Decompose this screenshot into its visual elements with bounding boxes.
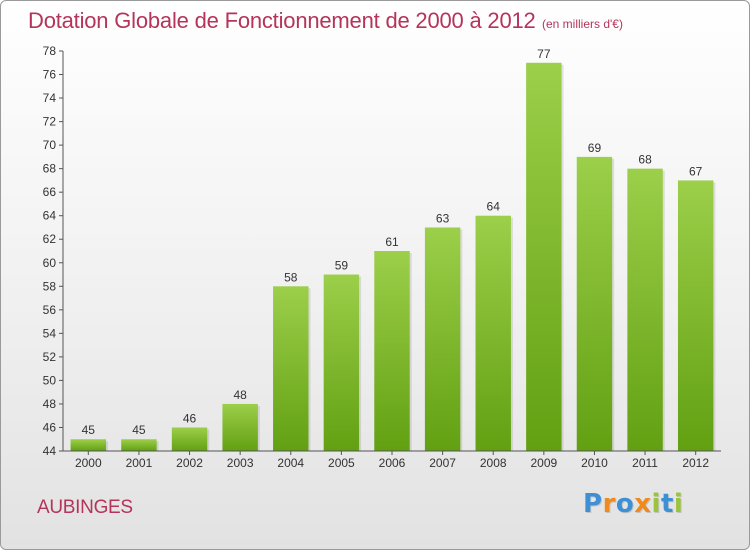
y-tick-label: 72 bbox=[43, 115, 57, 129]
value-label-2004: 58 bbox=[284, 270, 298, 284]
logo-letter: i bbox=[673, 489, 684, 519]
x-tick-label-2000: 2000 bbox=[75, 456, 102, 470]
value-label-2000: 45 bbox=[82, 423, 96, 437]
logo-letter: i bbox=[651, 489, 661, 519]
y-tick-label: 78 bbox=[43, 44, 57, 58]
x-tick-label-2003: 2003 bbox=[227, 456, 254, 470]
x-tick-label-2001: 2001 bbox=[126, 456, 153, 470]
y-tick-label: 58 bbox=[43, 279, 57, 293]
x-tick-label-2002: 2002 bbox=[176, 456, 203, 470]
logo-letter: r bbox=[602, 489, 616, 519]
y-tick-label: 44 bbox=[43, 444, 57, 458]
x-tick-label-2006: 2006 bbox=[379, 456, 406, 470]
bar-2001 bbox=[121, 439, 157, 451]
value-label-2007: 63 bbox=[436, 211, 450, 225]
x-tick-label-2012: 2012 bbox=[682, 456, 709, 470]
y-tick-label: 66 bbox=[43, 185, 57, 199]
bar-2006 bbox=[374, 251, 410, 451]
x-tick-label-2010: 2010 bbox=[581, 456, 608, 470]
value-label-2010: 69 bbox=[588, 141, 602, 155]
bar-2004 bbox=[273, 286, 309, 451]
y-tick-label: 74 bbox=[43, 91, 57, 105]
proxiti-logo[interactable]: Proxiti bbox=[583, 489, 683, 519]
y-tick-label: 60 bbox=[43, 256, 57, 270]
value-label-2006: 61 bbox=[385, 235, 399, 249]
y-tick-label: 62 bbox=[43, 232, 57, 246]
y-axis: 44 46 48 50 52 54 56 58 60 62 64 66 68 70 72 74 76 78 bbox=[43, 44, 64, 458]
y-tick-label: 52 bbox=[43, 350, 57, 364]
bars: 45 45 46 48 58 59 61 63 64 77 69 68 67 bbox=[70, 47, 716, 452]
x-tick-label-2008: 2008 bbox=[480, 456, 507, 470]
x-tick-label-2004: 2004 bbox=[277, 456, 304, 470]
bar-2002 bbox=[171, 427, 208, 451]
chart-title: Dotation Globale de Fonctionnement de 20… bbox=[28, 8, 536, 33]
y-tick-label: 46 bbox=[43, 420, 57, 434]
value-label-2009: 77 bbox=[537, 47, 551, 61]
y-tick-label: 56 bbox=[43, 303, 57, 317]
chart-unit: (en milliers d'€) bbox=[542, 17, 623, 31]
x-tick-label-2007: 2007 bbox=[429, 456, 456, 470]
bar-2010 bbox=[576, 156, 613, 451]
x-tick-label-2009: 2009 bbox=[530, 456, 557, 470]
bar-2000 bbox=[70, 439, 107, 451]
y-tick-label: 68 bbox=[43, 162, 57, 176]
commune-name: AUBINGES bbox=[37, 497, 133, 518]
y-tick-label: 54 bbox=[43, 326, 57, 340]
value-label-2008: 64 bbox=[487, 200, 501, 214]
bar-2008 bbox=[475, 215, 511, 451]
x-tick-label-2005: 2005 bbox=[328, 456, 355, 470]
value-label-2001: 45 bbox=[132, 423, 146, 437]
logo-letter: t bbox=[660, 489, 674, 519]
value-label-2005: 59 bbox=[335, 259, 349, 273]
x-axis: 2000 2001 2002 2003 2004 2005 2006 2007 2008 2009… bbox=[63, 450, 721, 470]
logo-letter: o bbox=[615, 489, 635, 519]
value-label-2002: 46 bbox=[183, 411, 197, 425]
bar-2005 bbox=[323, 274, 360, 451]
bar-2011 bbox=[627, 168, 663, 451]
x-tick-label-2011: 2011 bbox=[632, 456, 658, 470]
y-tick-label: 70 bbox=[43, 138, 57, 152]
bar-2009 bbox=[526, 62, 562, 451]
value-label-2012: 67 bbox=[689, 164, 703, 178]
bar-2007 bbox=[424, 227, 461, 451]
logo-letter: P bbox=[583, 489, 603, 519]
value-label-2011: 68 bbox=[638, 153, 652, 167]
y-tick-label: 64 bbox=[43, 209, 57, 223]
y-tick-label: 76 bbox=[43, 68, 57, 82]
value-label-2003: 48 bbox=[233, 388, 247, 402]
y-tick-label: 48 bbox=[43, 397, 57, 411]
y-tick-label: 50 bbox=[43, 373, 57, 387]
bar-2012 bbox=[677, 180, 714, 452]
bar-2003 bbox=[222, 403, 258, 451]
logo-letter: x bbox=[634, 489, 652, 519]
